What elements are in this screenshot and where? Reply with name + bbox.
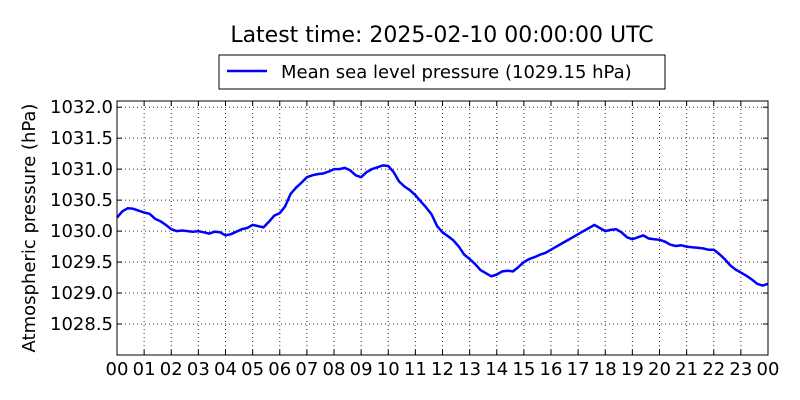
- x-tick-label: 21: [675, 359, 698, 380]
- x-tick-label: 13: [458, 359, 481, 380]
- plot-area-frame: [116, 100, 769, 356]
- ticks: [116, 101, 769, 355]
- grid: [117, 101, 768, 355]
- x-tick-label: 22: [702, 359, 725, 380]
- x-tick-label: 12: [431, 359, 454, 380]
- x-tick-label: 04: [214, 359, 237, 380]
- x-tick-label: 08: [323, 359, 346, 380]
- x-tick-label: 18: [594, 359, 617, 380]
- x-tick-label: 20: [648, 359, 671, 380]
- legend-label: Mean sea level pressure (1029.15 hPa): [281, 62, 632, 83]
- x-tick-label: 00: [106, 359, 129, 380]
- x-tick-label: 23: [729, 359, 752, 380]
- x-tick-labels: 00 01 02 03 04 05 06 07 08 09 10 11 12 13 14 15 16 17 18 19…: [106, 359, 780, 380]
- x-tick-label: 01: [133, 359, 156, 380]
- x-tick-label: 03: [187, 359, 210, 380]
- x-tick-label: 06: [268, 359, 291, 380]
- x-tick-label: 05: [241, 359, 264, 380]
- x-tick-label: 09: [350, 359, 373, 380]
- x-tick-label: 10: [377, 359, 400, 380]
- x-tick-label: 00: [757, 359, 780, 380]
- x-tick-label: 19: [621, 359, 644, 380]
- y-tick-label: 1029.5: [50, 252, 113, 273]
- y-tick-label: 1032.0: [50, 97, 113, 118]
- legend: Mean sea level pressure (1029.15 hPa): [218, 54, 666, 90]
- y-tick-label: 1031.0: [50, 159, 113, 180]
- y-axis-label: Atmospheric pressure (hPa): [19, 104, 40, 353]
- legend-box: [218, 54, 666, 90]
- y-tick-label: 1031.5: [50, 128, 113, 149]
- x-tick-label: 15: [512, 359, 535, 380]
- series-line-mean-sea-level-pressure: [116, 164, 769, 287]
- y-tick-label: 1030.5: [50, 190, 113, 211]
- series-layer: [116, 164, 769, 287]
- x-tick-label: 11: [404, 359, 427, 380]
- x-tick-label: 17: [567, 359, 590, 380]
- y-tick-label: 1030.0: [50, 221, 113, 242]
- x-tick-label: 16: [540, 359, 563, 380]
- x-tick-label: 02: [160, 359, 183, 380]
- chart-title: Latest time: 2025-02-10 00:00:00 UTC: [230, 23, 653, 48]
- y-tick-label: 1028.5: [50, 314, 113, 335]
- x-tick-label: 14: [485, 359, 508, 380]
- y-tick-labels: 1028.5 1029.0 1029.5 1030.0 1030.5 1031.0 1031…: [50, 97, 113, 335]
- x-tick-label: 07: [295, 359, 318, 380]
- y-tick-label: 1029.0: [50, 283, 113, 304]
